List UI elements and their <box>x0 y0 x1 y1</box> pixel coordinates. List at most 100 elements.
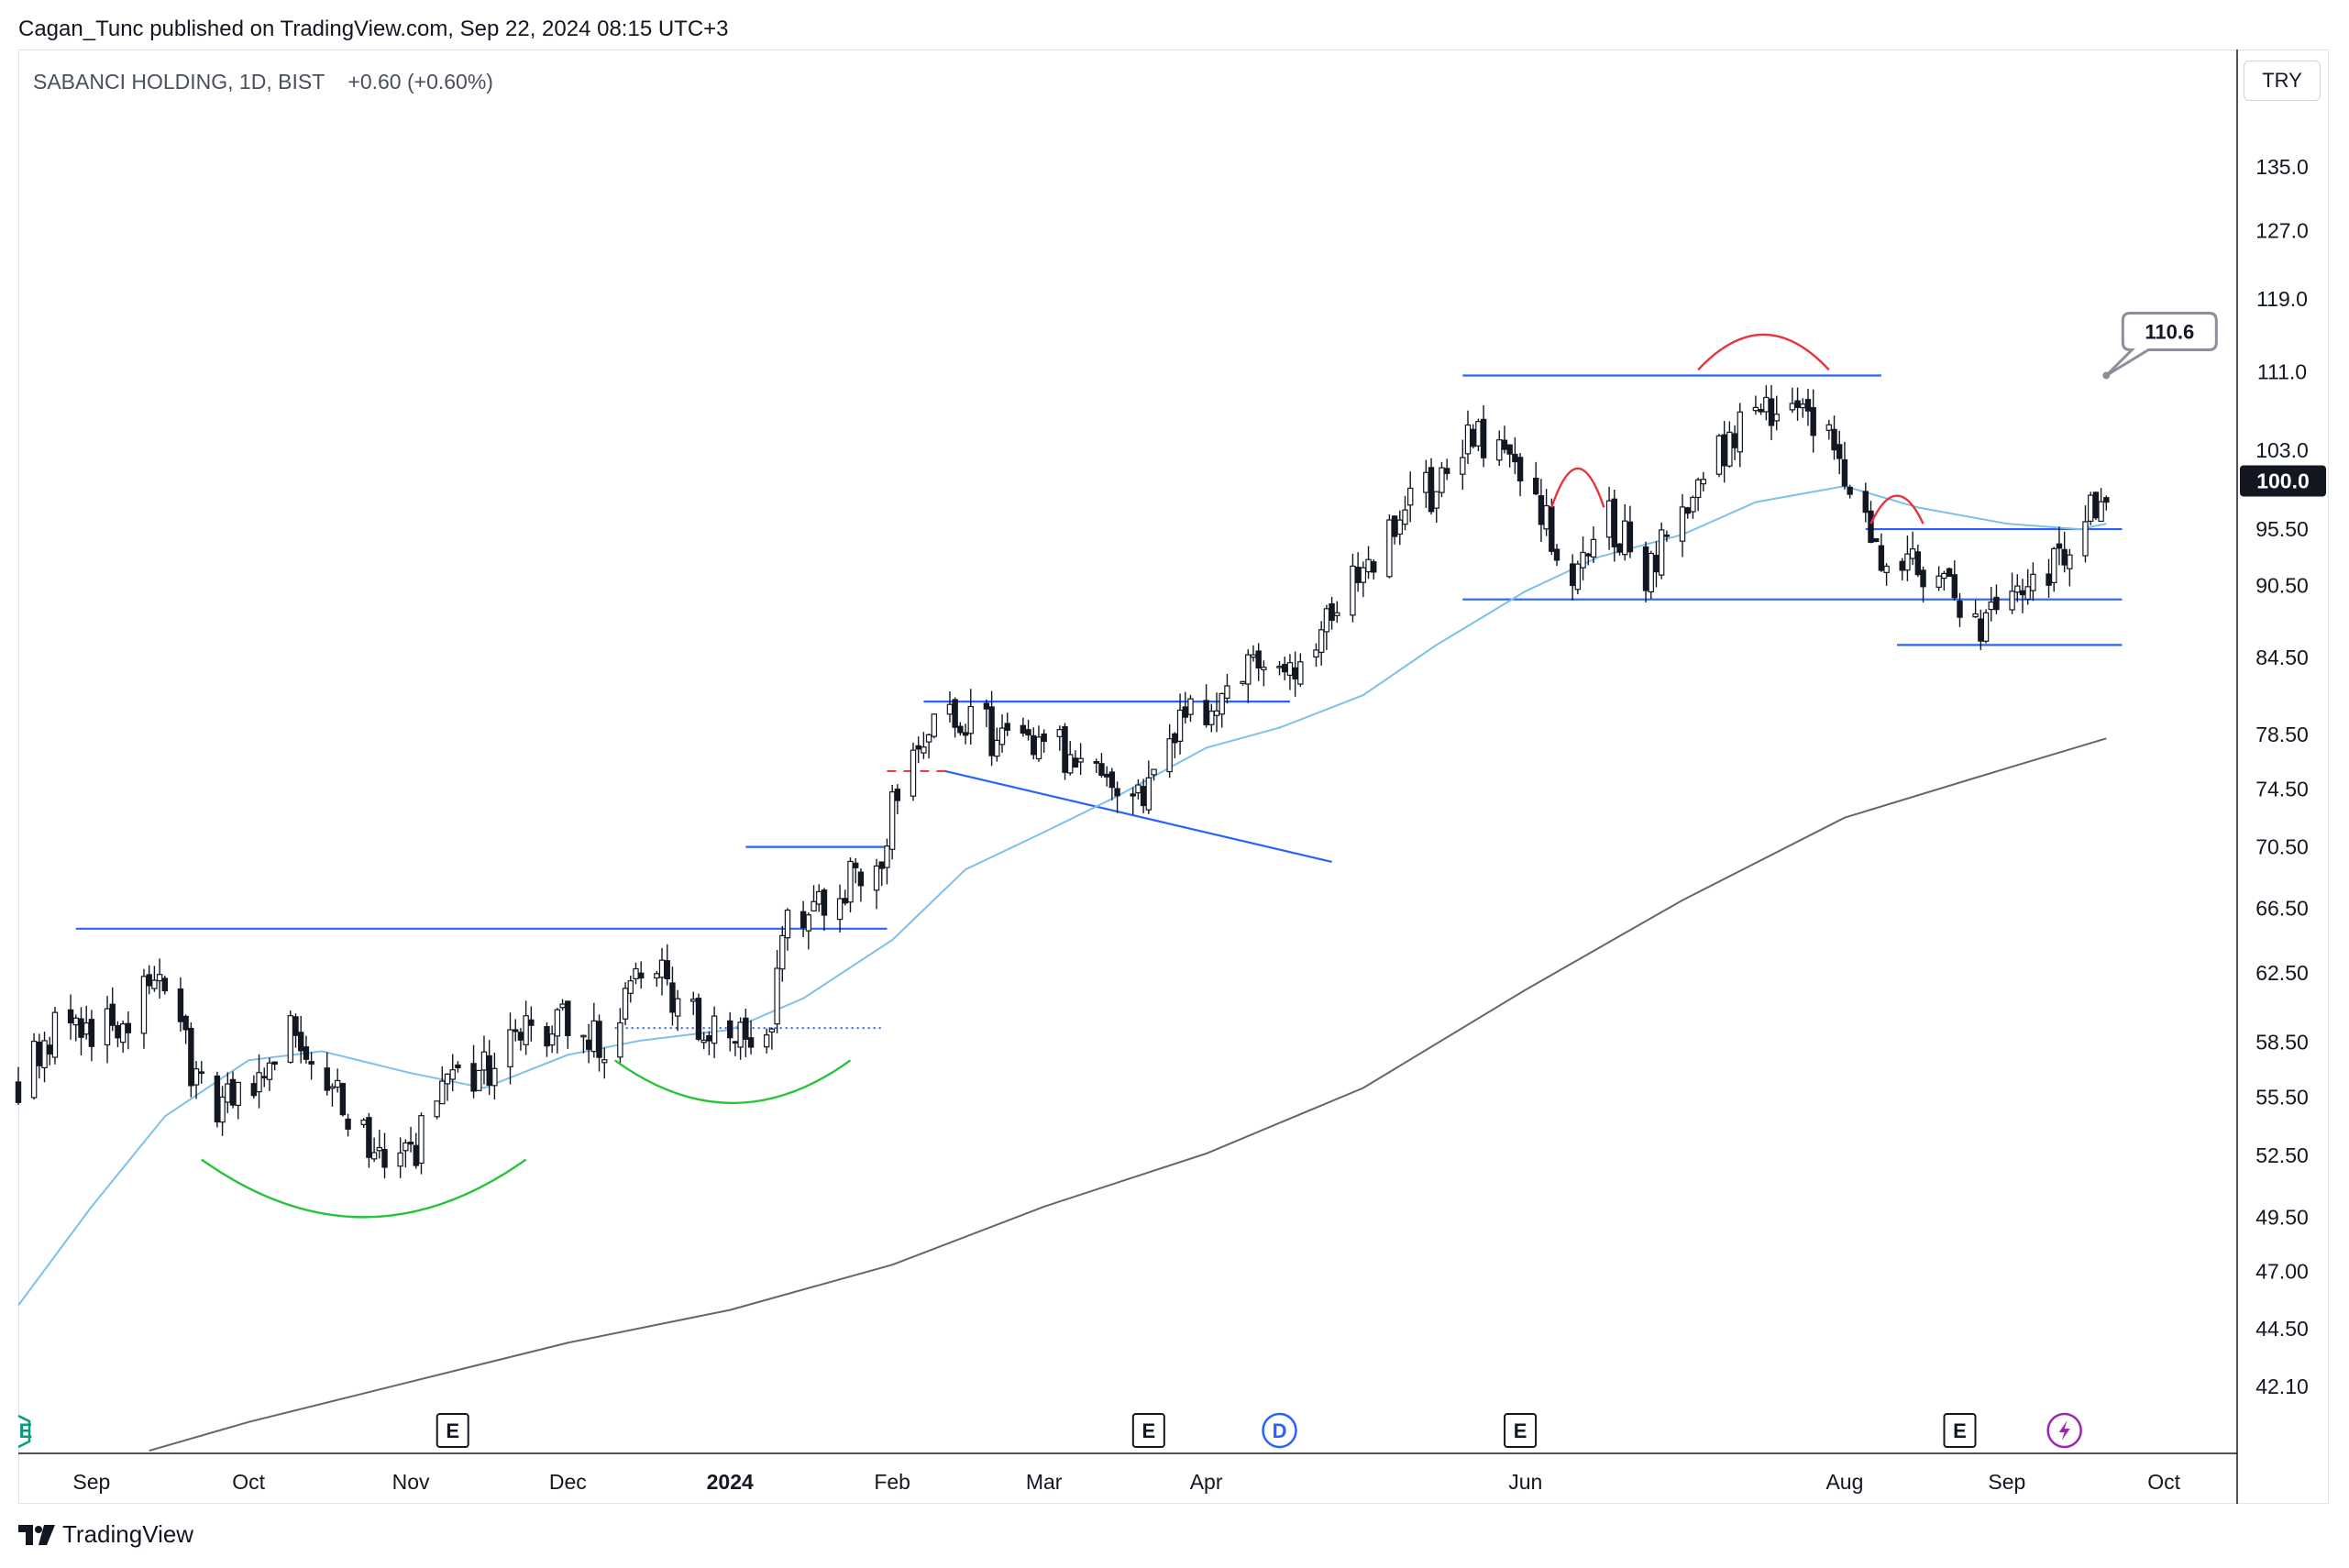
time-tick-label: Jun <box>1508 1470 1542 1494</box>
candle-body-up <box>805 914 812 932</box>
candle-body-down <box>2019 590 2026 596</box>
candle-body-up <box>1648 552 1654 593</box>
candle <box>67 994 74 1040</box>
earnings-letter: E <box>1141 1419 1155 1442</box>
candle-body-up <box>329 1086 336 1089</box>
candle-body-down <box>1627 521 1634 553</box>
candle <box>946 691 954 723</box>
candle <box>873 858 880 910</box>
candle <box>161 976 169 995</box>
candle-body-down <box>1841 458 1848 487</box>
candle <box>219 1086 226 1136</box>
candle-body-up <box>1276 666 1283 668</box>
candle <box>915 736 921 764</box>
candle-body-up <box>873 865 880 891</box>
candle-body-down <box>470 1063 477 1092</box>
candle <box>1151 768 1157 781</box>
chart-frame[interactable] <box>18 50 2329 1504</box>
candle <box>1261 660 1267 687</box>
candle-body-down <box>1653 555 1660 573</box>
price-tick-label: 84.50 <box>2255 646 2309 669</box>
candle <box>779 925 786 982</box>
candle-body-up <box>418 1115 425 1165</box>
candle-body-up <box>768 1028 776 1032</box>
candle <box>1951 560 1958 602</box>
candle <box>700 1032 707 1050</box>
price-tick-label: 44.50 <box>2255 1317 2309 1341</box>
earnings-marker: E <box>436 1413 469 1448</box>
candle-body-up <box>1035 736 1042 760</box>
shoulder-arc <box>1869 494 1924 525</box>
candle-body-up <box>507 1029 513 1068</box>
candle <box>2087 491 2094 525</box>
candle-body-up <box>1715 435 1723 475</box>
candle-body-up <box>1605 500 1613 538</box>
candle <box>1433 491 1439 524</box>
candle-body-up <box>925 734 932 743</box>
candle <box>1062 723 1068 780</box>
candle-body-down <box>1516 457 1524 482</box>
candle-body-up <box>1313 649 1319 658</box>
candle <box>256 1054 262 1109</box>
candle-body-down <box>146 974 152 987</box>
candle <box>1506 444 1513 468</box>
candle-body-down <box>1549 506 1555 552</box>
candle <box>229 1071 237 1109</box>
candle <box>1025 719 1031 741</box>
lightning-icon <box>2058 1420 2070 1441</box>
price-callout[interactable]: 110.6 <box>2102 311 2218 380</box>
drawing-lines <box>75 374 2123 1030</box>
candle <box>397 1137 403 1178</box>
candle <box>994 727 1000 762</box>
earnings-letter: E <box>1953 1419 1967 1442</box>
candle-body-down <box>1391 515 1398 537</box>
candle <box>51 1006 59 1065</box>
candle <box>1108 767 1116 801</box>
candle <box>1140 778 1147 813</box>
candle-body-up <box>690 999 697 1002</box>
currency-button[interactable]: TRY <box>2244 61 2321 101</box>
candle-body-down <box>1506 444 1513 455</box>
candle <box>1574 560 1582 595</box>
dividend-circle <box>1262 1412 1297 1449</box>
candle-body-up <box>1350 565 1356 616</box>
candle <box>1407 471 1414 523</box>
candle-body-up <box>1245 654 1252 685</box>
candle-body-down <box>1946 568 1953 578</box>
candle <box>2056 526 2063 566</box>
candle-body-down <box>1920 569 1926 588</box>
candle-body-up <box>1590 538 1597 558</box>
candle-body-up <box>334 1079 341 1088</box>
candle-body-up <box>104 1008 111 1046</box>
candle-body-down <box>1872 537 1880 543</box>
price-tick-label: 127.0 <box>2255 219 2309 243</box>
time-tick-label: Oct <box>232 1470 265 1494</box>
candle-body-down <box>486 1055 492 1086</box>
candle <box>1684 506 1691 519</box>
split-marker <box>2046 1412 2082 1449</box>
last-price-box <box>2240 465 2326 497</box>
candle-body-down <box>1114 788 1120 797</box>
candle <box>1758 403 1764 415</box>
time-tick-label: Apr <box>1190 1470 1223 1494</box>
candle <box>360 1118 367 1129</box>
candle <box>513 1019 519 1042</box>
edge-marker-letter: E <box>19 1419 33 1442</box>
candle-body-up <box>711 1015 718 1044</box>
candle <box>1182 691 1188 724</box>
candle-body-down <box>1569 563 1576 587</box>
candle-body-down <box>1062 725 1068 773</box>
candle <box>805 912 812 950</box>
candle-body-down <box>1480 418 1487 458</box>
candle-body-up <box>2067 554 2073 569</box>
price-tick-label: 111.0 <box>2257 359 2307 383</box>
last-price-marker[interactable]: 100.0 <box>2240 465 2326 497</box>
shoulder-arc <box>1697 333 1830 371</box>
candle-body-down <box>706 1034 712 1042</box>
candle <box>1035 725 1042 762</box>
candle <box>1371 558 1377 580</box>
candle-body-up <box>700 1039 707 1043</box>
tradingview-logo[interactable]: TradingView <box>18 1520 193 1549</box>
candle <box>627 975 634 1003</box>
